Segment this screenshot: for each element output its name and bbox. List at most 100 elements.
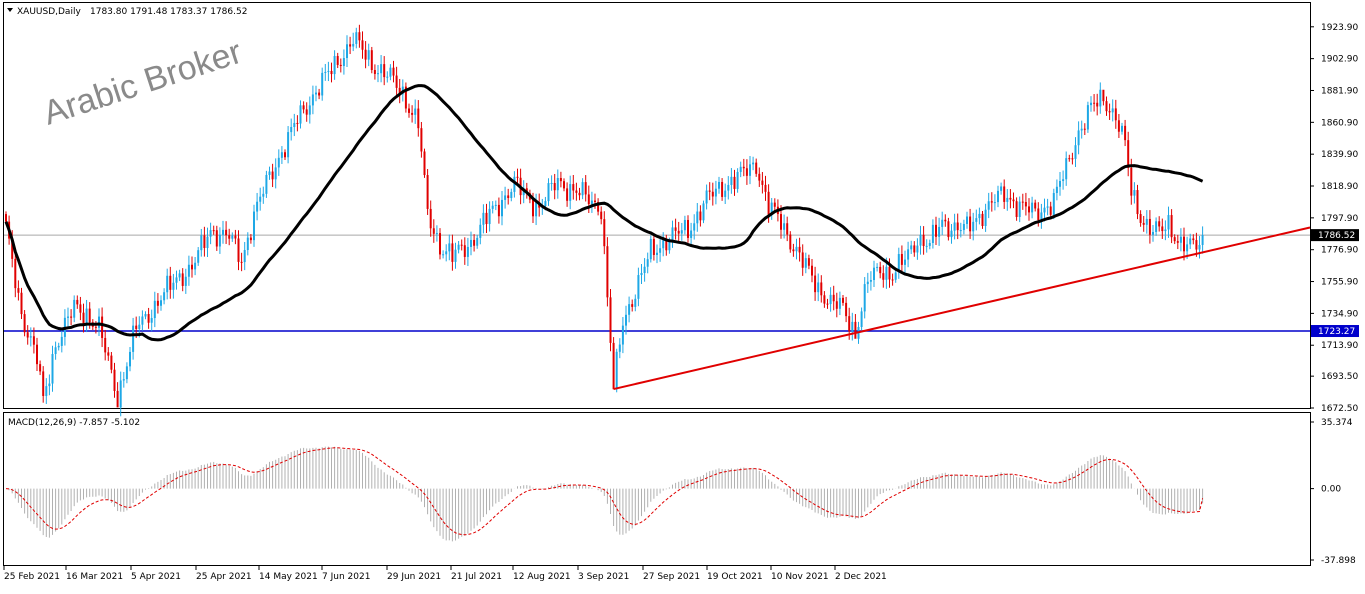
candle-body <box>212 230 215 232</box>
candle <box>997 185 999 208</box>
macd-layer <box>5 446 1204 542</box>
candle-body <box>187 264 190 277</box>
date-axis-label: 12 Aug 2021 <box>513 572 571 582</box>
candle <box>801 244 804 276</box>
trend-line <box>613 226 1311 391</box>
candle <box>284 149 286 161</box>
candle-body <box>225 229 228 236</box>
candle-body <box>674 227 677 231</box>
candle <box>501 190 503 226</box>
candle-body <box>370 50 373 71</box>
candle-body <box>181 273 184 286</box>
candle <box>792 243 795 257</box>
candle-body <box>110 355 113 370</box>
candle <box>222 220 224 244</box>
candle-body <box>891 279 894 281</box>
candle <box>150 309 153 332</box>
candle <box>634 294 637 312</box>
candle-body <box>54 347 57 355</box>
candle-body <box>1062 179 1065 181</box>
candle <box>327 61 330 82</box>
candle <box>268 166 271 180</box>
candle-body <box>1049 206 1052 215</box>
candle-body <box>1003 186 1006 202</box>
candle <box>811 259 813 283</box>
candle <box>1158 216 1161 232</box>
candle-body <box>820 282 823 296</box>
candle-body <box>1201 235 1204 245</box>
candle-body <box>652 238 655 255</box>
candle <box>612 337 615 390</box>
candle <box>745 159 748 185</box>
candle-body <box>900 254 903 265</box>
candle <box>451 234 454 271</box>
candle <box>1083 123 1086 136</box>
candle <box>559 171 562 188</box>
candle-body <box>621 325 624 345</box>
candle-body <box>191 264 193 270</box>
candle <box>1021 193 1024 210</box>
candle-body <box>466 246 469 257</box>
candle-body <box>1192 238 1195 241</box>
candle <box>724 183 727 204</box>
candle <box>29 327 32 347</box>
candle <box>26 325 29 345</box>
candle-body <box>1186 244 1189 252</box>
candle <box>32 327 35 354</box>
candle <box>349 36 352 55</box>
candle-body <box>1102 89 1105 102</box>
candle <box>662 232 665 257</box>
candle <box>1040 203 1043 229</box>
date-axis-label: 14 May 2021 <box>259 572 318 582</box>
date-axis-label: 10 Nov 2021 <box>771 572 829 582</box>
candle-body <box>690 230 693 238</box>
candle-body <box>1124 125 1127 141</box>
candle <box>981 210 984 229</box>
candle-body <box>804 258 807 268</box>
candle-body <box>290 126 293 133</box>
candle-body <box>910 245 913 250</box>
candle-body <box>755 162 758 174</box>
candle-body <box>5 214 7 222</box>
candle <box>277 149 280 176</box>
candle-body <box>770 202 773 216</box>
candle-body <box>327 70 330 72</box>
candle-body <box>1055 186 1058 194</box>
candle-body <box>612 342 615 390</box>
candle-body <box>969 216 972 232</box>
candle <box>900 245 903 274</box>
candle <box>163 288 166 305</box>
candle <box>882 265 885 288</box>
candle <box>1071 152 1074 165</box>
candle <box>17 280 20 301</box>
symbol-dropdown-icon[interactable] <box>7 8 13 12</box>
candle <box>386 71 389 83</box>
candle-body <box>470 239 472 247</box>
candle-body <box>107 352 110 356</box>
candle-body <box>888 266 891 280</box>
candle <box>256 192 259 221</box>
candle-body <box>1021 201 1024 203</box>
candle <box>535 193 538 226</box>
candle <box>494 200 497 211</box>
candle <box>640 264 643 285</box>
candle-body <box>287 132 290 158</box>
candle <box>76 295 79 309</box>
candle <box>442 250 445 259</box>
candle-body <box>73 299 76 318</box>
candle <box>597 198 600 216</box>
candle-body <box>786 223 789 235</box>
candle-body <box>978 213 981 219</box>
candle-body <box>361 40 364 50</box>
candle-body <box>950 230 953 238</box>
candle-body <box>423 151 426 176</box>
candle-body <box>749 164 751 176</box>
candle <box>1024 192 1027 216</box>
candle-body <box>1114 108 1117 121</box>
candle <box>299 100 302 129</box>
candle-body <box>150 318 153 323</box>
candle <box>714 180 717 205</box>
date-axis-label: 21 Jul 2021 <box>451 572 502 582</box>
candle-body <box>507 195 510 198</box>
